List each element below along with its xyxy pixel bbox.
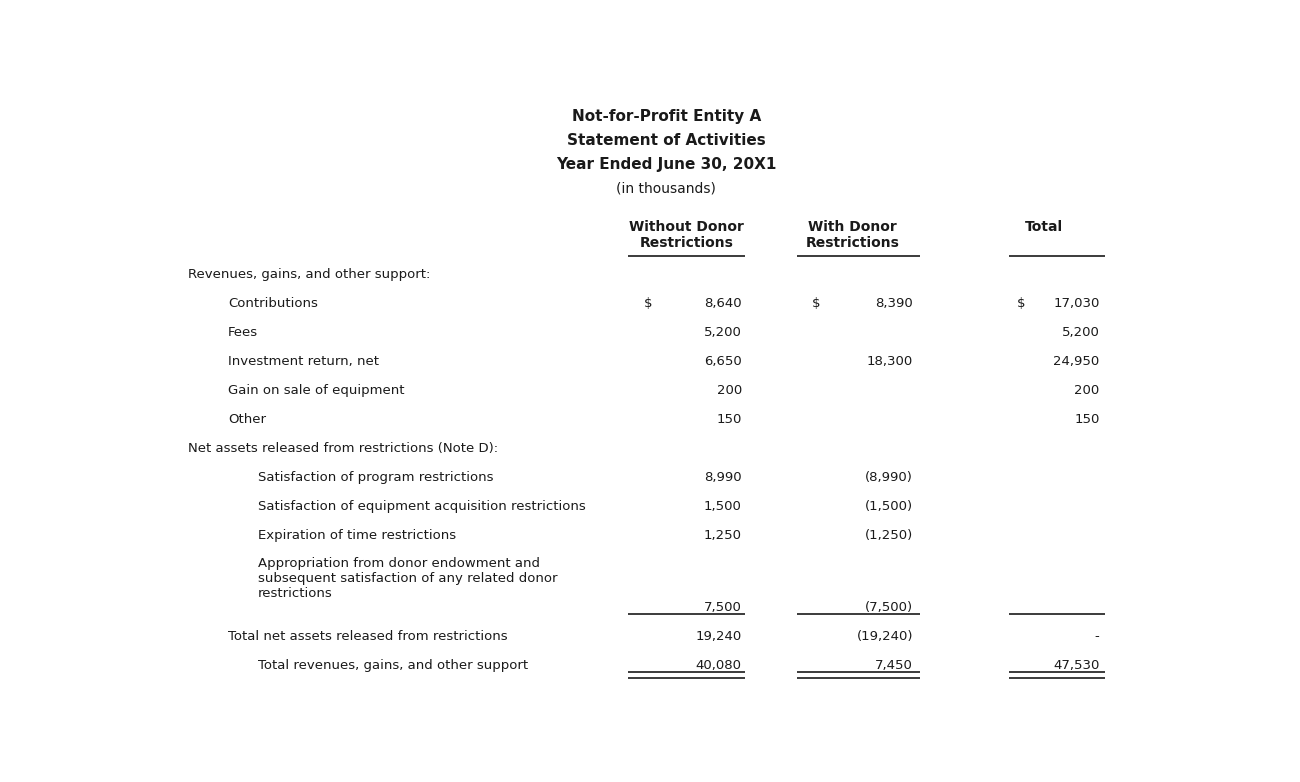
Text: Satisfaction of equipment acquisition restrictions: Satisfaction of equipment acquisition re… (259, 500, 586, 513)
Text: Expiration of time restrictions: Expiration of time restrictions (259, 529, 456, 542)
Text: 5,200: 5,200 (1062, 326, 1100, 339)
Text: Without Donor
Restrictions: Without Donor Restrictions (629, 221, 744, 250)
Text: Total revenues, gains, and other support: Total revenues, gains, and other support (259, 658, 528, 672)
Text: 40,080: 40,080 (696, 658, 742, 672)
Text: 150: 150 (1074, 413, 1100, 426)
Text: Total net assets released from restrictions: Total net assets released from restricti… (227, 630, 507, 643)
Text: Satisfaction of program restrictions: Satisfaction of program restrictions (259, 471, 494, 484)
Text: Appropriation from donor endowment and
subsequent satisfaction of any related do: Appropriation from donor endowment and s… (259, 558, 558, 601)
Text: 6,650: 6,650 (705, 355, 742, 368)
Text: -: - (1095, 630, 1100, 643)
Text: 47,530: 47,530 (1053, 658, 1100, 672)
Text: $: $ (1017, 297, 1026, 310)
Text: Year Ended June 30, 20X1: Year Ended June 30, 20X1 (556, 157, 776, 172)
Text: 200: 200 (716, 384, 742, 397)
Text: 8,990: 8,990 (705, 471, 742, 484)
Text: 7,450: 7,450 (875, 658, 913, 672)
Text: 5,200: 5,200 (703, 326, 742, 339)
Text: Total: Total (1024, 221, 1063, 235)
Text: Statement of Activities: Statement of Activities (567, 133, 766, 148)
Text: 150: 150 (716, 413, 742, 426)
Text: 19,240: 19,240 (696, 630, 742, 643)
Text: Other: Other (227, 413, 266, 426)
Text: Contributions: Contributions (227, 297, 318, 310)
Text: (1,250): (1,250) (864, 529, 913, 542)
Text: (19,240): (19,240) (857, 630, 913, 643)
Text: 8,640: 8,640 (705, 297, 742, 310)
Text: (7,500): (7,500) (864, 601, 913, 614)
Text: 1,500: 1,500 (703, 500, 742, 513)
Text: (in thousands): (in thousands) (616, 181, 716, 196)
Text: 200: 200 (1074, 384, 1100, 397)
Text: 1,250: 1,250 (703, 529, 742, 542)
Text: (1,500): (1,500) (864, 500, 913, 513)
Text: (8,990): (8,990) (866, 471, 913, 484)
Text: Fees: Fees (227, 326, 259, 339)
Text: Net assets released from restrictions (Note D):: Net assets released from restrictions (N… (187, 442, 498, 455)
Text: 17,030: 17,030 (1053, 297, 1100, 310)
Text: $: $ (812, 297, 820, 310)
Text: 24,950: 24,950 (1053, 355, 1100, 368)
Text: Gain on sale of equipment: Gain on sale of equipment (227, 384, 404, 397)
Text: $: $ (644, 297, 653, 310)
Text: 7,500: 7,500 (703, 601, 742, 614)
Text: With Donor
Restrictions: With Donor Restrictions (806, 221, 900, 250)
Text: 18,300: 18,300 (867, 355, 913, 368)
Text: Not-for-Profit Entity A: Not-for-Profit Entity A (572, 109, 760, 124)
Text: Investment return, net: Investment return, net (227, 355, 380, 368)
Text: Revenues, gains, and other support:: Revenues, gains, and other support: (187, 268, 430, 282)
Text: 8,390: 8,390 (875, 297, 913, 310)
